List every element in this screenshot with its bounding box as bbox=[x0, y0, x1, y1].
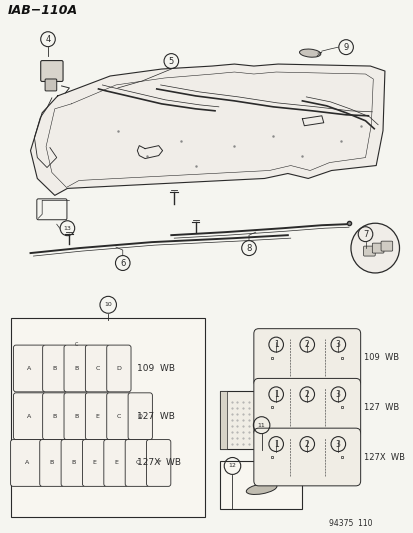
Text: B: B bbox=[74, 366, 78, 371]
FancyBboxPatch shape bbox=[253, 329, 360, 386]
FancyBboxPatch shape bbox=[380, 241, 392, 251]
Text: 127  WB: 127 WB bbox=[137, 411, 175, 421]
FancyBboxPatch shape bbox=[40, 61, 63, 82]
Bar bbox=[11, 318, 205, 516]
Circle shape bbox=[350, 223, 399, 273]
FancyBboxPatch shape bbox=[125, 440, 149, 486]
Text: 10: 10 bbox=[104, 302, 112, 308]
Text: C: C bbox=[116, 414, 121, 419]
FancyBboxPatch shape bbox=[146, 440, 171, 486]
FancyBboxPatch shape bbox=[64, 393, 88, 440]
FancyBboxPatch shape bbox=[43, 345, 67, 392]
FancyBboxPatch shape bbox=[64, 345, 88, 392]
FancyBboxPatch shape bbox=[128, 393, 152, 440]
FancyBboxPatch shape bbox=[14, 393, 45, 440]
Text: A: A bbox=[27, 414, 32, 419]
Text: A: A bbox=[24, 461, 28, 465]
Text: 5: 5 bbox=[168, 56, 173, 66]
Text: 127X  WB: 127X WB bbox=[137, 458, 181, 467]
Text: 13: 13 bbox=[63, 225, 71, 231]
Polygon shape bbox=[31, 64, 384, 196]
FancyBboxPatch shape bbox=[61, 440, 85, 486]
FancyBboxPatch shape bbox=[253, 378, 360, 436]
FancyBboxPatch shape bbox=[371, 243, 383, 253]
FancyBboxPatch shape bbox=[107, 393, 131, 440]
FancyBboxPatch shape bbox=[85, 393, 109, 440]
Text: 3: 3 bbox=[335, 440, 340, 449]
Text: B: B bbox=[52, 414, 57, 419]
FancyBboxPatch shape bbox=[45, 79, 57, 91]
Text: 127  WB: 127 WB bbox=[363, 403, 398, 412]
Text: A: A bbox=[27, 366, 32, 371]
Text: 94375  110: 94375 110 bbox=[328, 519, 372, 528]
Text: 3: 3 bbox=[335, 340, 340, 349]
Text: 12: 12 bbox=[228, 464, 236, 469]
Text: 6: 6 bbox=[120, 259, 125, 268]
Text: 1: 1 bbox=[273, 340, 278, 349]
Text: E: E bbox=[93, 461, 96, 465]
Text: C: C bbox=[135, 461, 139, 465]
Text: 1: 1 bbox=[273, 390, 278, 399]
Text: D: D bbox=[138, 414, 142, 419]
Text: IAB−110A: IAB−110A bbox=[8, 4, 78, 17]
Ellipse shape bbox=[246, 483, 276, 495]
Text: C: C bbox=[74, 342, 78, 346]
Text: 1: 1 bbox=[273, 440, 278, 449]
Text: 109  WB: 109 WB bbox=[363, 353, 398, 362]
Text: 2: 2 bbox=[304, 340, 309, 349]
Text: C: C bbox=[95, 366, 100, 371]
FancyBboxPatch shape bbox=[40, 440, 64, 486]
FancyBboxPatch shape bbox=[43, 393, 67, 440]
FancyBboxPatch shape bbox=[104, 440, 128, 486]
Text: 2: 2 bbox=[304, 390, 309, 399]
Ellipse shape bbox=[299, 49, 320, 57]
FancyBboxPatch shape bbox=[11, 440, 43, 486]
FancyBboxPatch shape bbox=[253, 428, 360, 486]
FancyBboxPatch shape bbox=[82, 440, 107, 486]
Text: B: B bbox=[50, 461, 54, 465]
FancyBboxPatch shape bbox=[14, 345, 45, 392]
Text: B: B bbox=[71, 461, 75, 465]
Bar bbox=[219, 391, 301, 449]
Text: F: F bbox=[157, 461, 160, 465]
Bar bbox=[219, 391, 226, 449]
Text: 9: 9 bbox=[343, 43, 348, 52]
Text: E: E bbox=[114, 461, 118, 465]
FancyBboxPatch shape bbox=[363, 246, 374, 256]
Text: 127X  WB: 127X WB bbox=[363, 453, 404, 462]
Text: 8: 8 bbox=[246, 244, 251, 253]
Text: 2: 2 bbox=[304, 440, 309, 449]
FancyBboxPatch shape bbox=[85, 345, 109, 392]
Text: 3: 3 bbox=[335, 390, 340, 399]
Text: 7: 7 bbox=[362, 230, 367, 239]
FancyBboxPatch shape bbox=[107, 345, 131, 392]
Text: B: B bbox=[52, 366, 57, 371]
Text: B: B bbox=[74, 414, 78, 419]
Text: 11: 11 bbox=[257, 423, 265, 427]
Text: 4: 4 bbox=[45, 35, 50, 44]
Bar bbox=[219, 461, 301, 508]
Text: E: E bbox=[95, 414, 99, 419]
Text: 109  WB: 109 WB bbox=[137, 364, 175, 373]
Text: D: D bbox=[116, 366, 121, 371]
